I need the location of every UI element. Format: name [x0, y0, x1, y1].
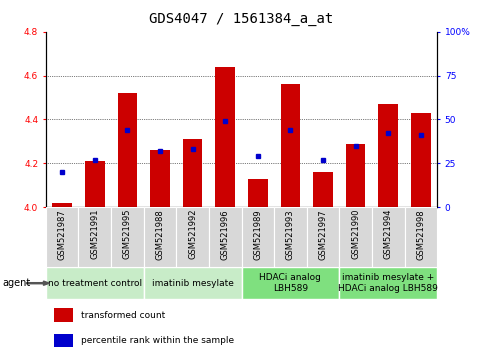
Bar: [274, 207, 307, 267]
Bar: [248, 179, 268, 207]
Bar: [183, 139, 202, 207]
Bar: [281, 85, 300, 207]
Bar: [313, 172, 333, 207]
Bar: [346, 144, 365, 207]
Bar: [339, 267, 437, 299]
Text: GSM521991: GSM521991: [90, 209, 99, 259]
Text: GSM521990: GSM521990: [351, 209, 360, 259]
Bar: [78, 207, 111, 267]
Bar: [209, 207, 242, 267]
Bar: [242, 207, 274, 267]
Bar: [54, 308, 73, 322]
Bar: [144, 267, 242, 299]
Bar: [144, 207, 176, 267]
Bar: [46, 207, 79, 267]
Text: GSM521988: GSM521988: [156, 209, 165, 259]
Text: agent: agent: [2, 278, 30, 288]
Text: percentile rank within the sample: percentile rank within the sample: [81, 336, 234, 346]
Bar: [215, 67, 235, 207]
Text: GDS4047 / 1561384_a_at: GDS4047 / 1561384_a_at: [149, 12, 334, 27]
Bar: [379, 104, 398, 207]
Bar: [46, 267, 144, 299]
Bar: [111, 207, 144, 267]
Text: imatinib mesylate: imatinib mesylate: [152, 279, 234, 288]
Bar: [242, 267, 339, 299]
Text: GSM521992: GSM521992: [188, 209, 197, 259]
Bar: [405, 207, 437, 267]
Text: GSM521994: GSM521994: [384, 209, 393, 259]
Bar: [307, 207, 339, 267]
Text: transformed count: transformed count: [81, 311, 165, 320]
Text: GSM521998: GSM521998: [416, 209, 426, 259]
Bar: [372, 207, 405, 267]
Text: GSM521987: GSM521987: [57, 209, 67, 259]
Text: GSM521996: GSM521996: [221, 209, 230, 259]
Bar: [411, 113, 431, 207]
Bar: [339, 207, 372, 267]
Bar: [176, 207, 209, 267]
Text: GSM521995: GSM521995: [123, 209, 132, 259]
Text: HDACi analog
LBH589: HDACi analog LBH589: [259, 274, 321, 293]
Bar: [53, 203, 72, 207]
Bar: [85, 161, 104, 207]
Text: GSM521997: GSM521997: [318, 209, 327, 259]
Text: GSM521993: GSM521993: [286, 209, 295, 259]
Bar: [54, 334, 73, 347]
Text: GSM521989: GSM521989: [253, 209, 262, 259]
Text: imatinib mesylate +
HDACi analog LBH589: imatinib mesylate + HDACi analog LBH589: [338, 274, 438, 293]
Text: no treatment control: no treatment control: [48, 279, 142, 288]
Bar: [150, 150, 170, 207]
Bar: [118, 93, 137, 207]
